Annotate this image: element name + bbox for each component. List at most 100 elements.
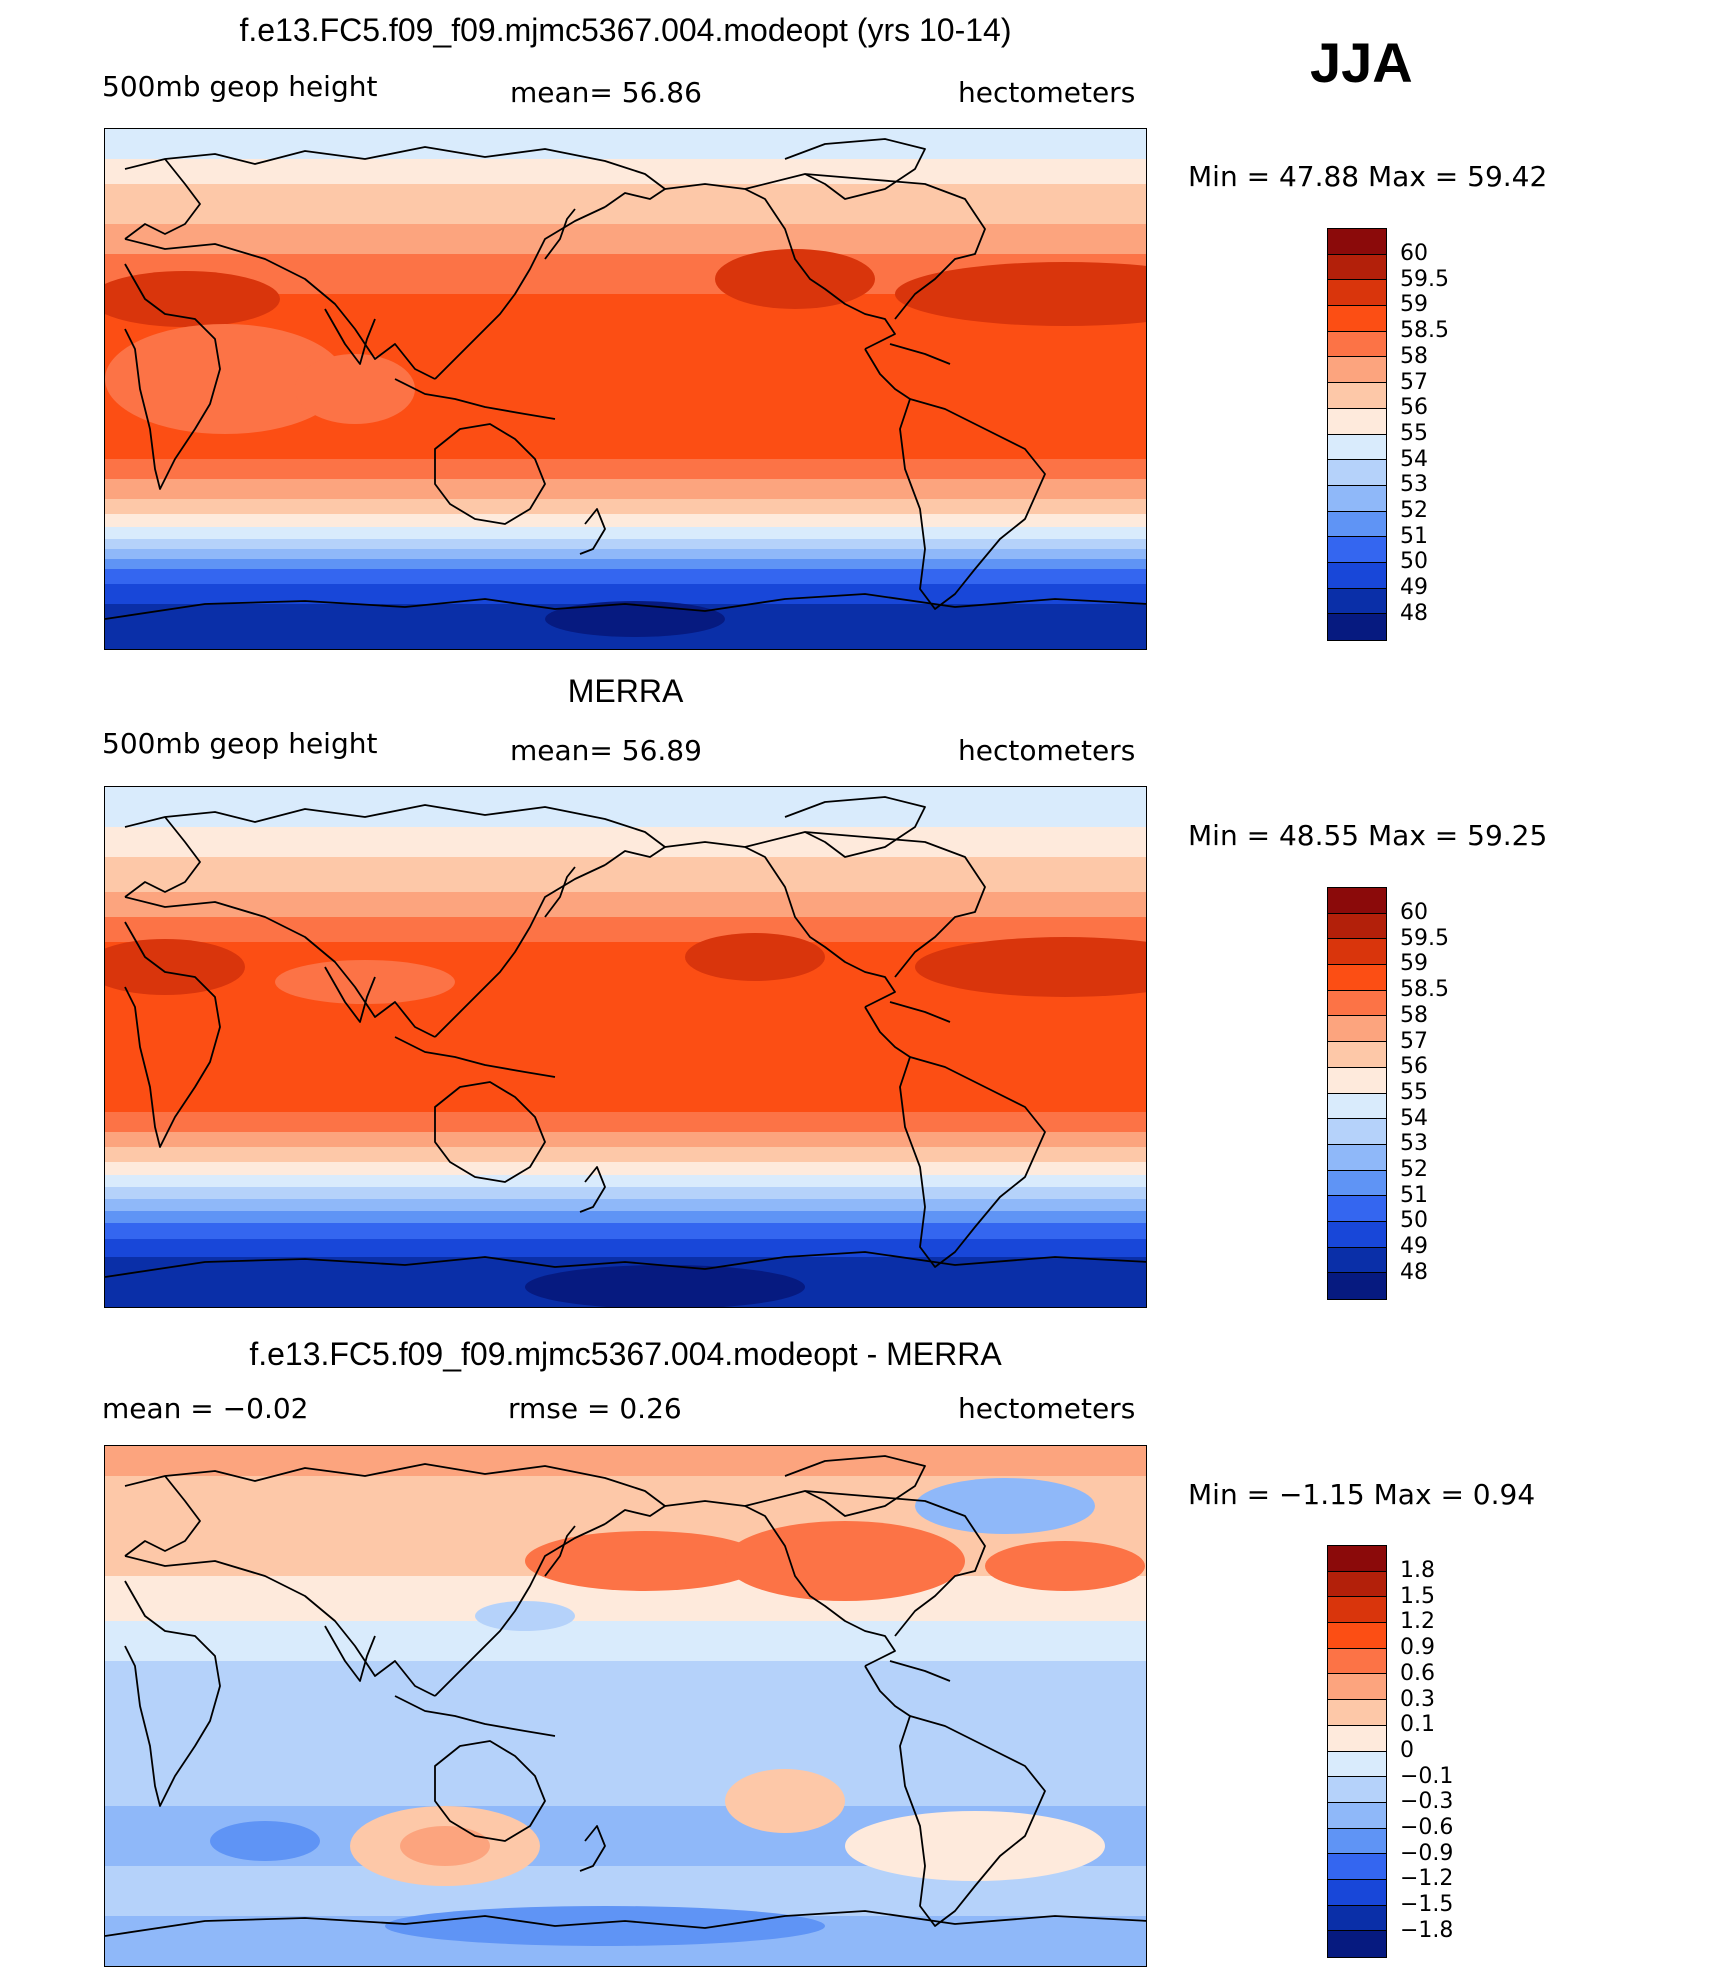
colorbar-tick-label: 59 bbox=[1400, 951, 1428, 977]
colorbar-box bbox=[1328, 1905, 1386, 1932]
colorbar-tick-label: 60 bbox=[1400, 900, 1428, 925]
panel-2-variable-label: 500mb geop height bbox=[102, 727, 378, 760]
panel-3-units-label: hectometers bbox=[958, 1392, 1136, 1425]
colorbar-box bbox=[1328, 1119, 1386, 1145]
colorbar-box bbox=[1328, 1571, 1386, 1598]
colorbar-box bbox=[1328, 1777, 1386, 1803]
colorbar-tick-label: 48 bbox=[1400, 1259, 1428, 1285]
colorbar-tick-label: 53 bbox=[1400, 472, 1428, 498]
colorbar-tick-label: 0 bbox=[1400, 1737, 1414, 1763]
colorbar-tick-label: 51 bbox=[1400, 1182, 1428, 1208]
colorbar-tick-label: 52 bbox=[1400, 1157, 1428, 1183]
colorbar-tick-label: −0.9 bbox=[1400, 1840, 1454, 1866]
colorbar-box bbox=[1328, 913, 1386, 940]
panel-2-title: MERRA bbox=[567, 673, 684, 709]
colorbar-box bbox=[1328, 1170, 1386, 1197]
colorbar-tick-label: 58 bbox=[1400, 343, 1428, 369]
colorbar-box bbox=[1328, 1067, 1386, 1094]
panel-3-title: f.e13.FC5.f09_f09.mjmc5367.004.modeopt -… bbox=[249, 1336, 1002, 1372]
colorbar-tick-label: −1.8 bbox=[1400, 1917, 1454, 1943]
colorbar-box bbox=[1328, 357, 1386, 384]
colorbar-box bbox=[1328, 254, 1386, 281]
colorbar-box bbox=[1328, 1854, 1386, 1880]
colorbar-box bbox=[1328, 1221, 1386, 1248]
colorbar-tick-label: 54 bbox=[1400, 1105, 1428, 1131]
colorbar-box bbox=[1328, 990, 1386, 1017]
panel-2-units-label: hectometers bbox=[958, 734, 1136, 767]
panel-1-title: f.e13.FC5.f09_f09.mjmc5367.004.modeopt (… bbox=[239, 12, 1012, 48]
colorbar-tick-label: 58.5 bbox=[1400, 318, 1449, 344]
colorbar-box bbox=[1328, 229, 1386, 255]
colorbar-box bbox=[1328, 1042, 1386, 1068]
colorbar-tick-label: −1.2 bbox=[1400, 1866, 1454, 1892]
colorbar-box bbox=[1328, 1725, 1386, 1752]
colorbar-tick-label: 55 bbox=[1400, 420, 1428, 446]
colorbar-box bbox=[1328, 280, 1386, 307]
colorbar-tick-label: 53 bbox=[1400, 1131, 1428, 1157]
colorbar-box bbox=[1328, 460, 1386, 486]
panel-3-rmse-label: rmse = 0.26 bbox=[508, 1392, 682, 1425]
colorbar-box bbox=[1328, 939, 1386, 966]
colorbar-tick-label: 57 bbox=[1400, 1028, 1428, 1054]
colorbar-tick-label: 58.5 bbox=[1400, 977, 1449, 1003]
colorbar-tick-label: −0.3 bbox=[1400, 1789, 1454, 1815]
colorbar-tick-label: 50 bbox=[1400, 549, 1428, 575]
colorbar-box bbox=[1328, 1648, 1386, 1675]
colorbar-tick-label: 55 bbox=[1400, 1079, 1428, 1105]
panel-2-min-max: Min = 48.55 Max = 59.25 bbox=[1188, 819, 1548, 852]
colorbar-box bbox=[1328, 537, 1386, 563]
colorbar-box bbox=[1328, 1144, 1386, 1171]
colorbar-box bbox=[1328, 408, 1386, 435]
colorbar-tick-label: 59.5 bbox=[1400, 925, 1449, 951]
colorbar-tick-label: 0.3 bbox=[1400, 1686, 1435, 1712]
panel-1-map bbox=[104, 128, 1147, 650]
colorbar-box bbox=[1328, 888, 1386, 914]
colorbar-tick-label: 0.1 bbox=[1400, 1712, 1435, 1738]
colorbar-tick-label: 54 bbox=[1400, 446, 1428, 472]
colorbar-tick-label: 59 bbox=[1400, 292, 1428, 318]
panel-1-mean-label: mean= 56.86 bbox=[510, 76, 702, 109]
panel-3-colorbar bbox=[1327, 1545, 1387, 1958]
panel-2-colorbar bbox=[1327, 887, 1387, 1300]
panel-1-variable-label: 500mb geop height bbox=[102, 70, 378, 103]
colorbar-box bbox=[1328, 1093, 1386, 1120]
colorbar-tick-label: 1.5 bbox=[1400, 1583, 1435, 1609]
colorbar-tick-label: 49 bbox=[1400, 1234, 1428, 1260]
colorbar-tick-label: 59.5 bbox=[1400, 266, 1449, 292]
panel-2-mean-label: mean= 56.89 bbox=[510, 734, 702, 767]
colorbar-box bbox=[1328, 434, 1386, 461]
panel-3-map bbox=[104, 1445, 1147, 1967]
colorbar-box bbox=[1328, 1247, 1386, 1274]
colorbar-box bbox=[1328, 562, 1386, 589]
colorbar-tick-label: 1.8 bbox=[1400, 1558, 1435, 1583]
colorbar-box bbox=[1328, 1802, 1386, 1829]
colorbar-tick-label: 51 bbox=[1400, 523, 1428, 549]
colorbar-box bbox=[1328, 965, 1386, 991]
panel-1-units-label: hectometers bbox=[958, 76, 1136, 109]
colorbar-tick-label: 58 bbox=[1400, 1002, 1428, 1028]
colorbar-box bbox=[1328, 1751, 1386, 1778]
colorbar-box bbox=[1328, 588, 1386, 615]
panel-1-colorbar bbox=[1327, 228, 1387, 641]
colorbar-tick-label: 56 bbox=[1400, 1054, 1428, 1080]
colorbar-box bbox=[1328, 1273, 1386, 1299]
colorbar-box bbox=[1328, 1879, 1386, 1906]
colorbar-box bbox=[1328, 306, 1386, 332]
panel-3-min-max: Min = −1.15 Max = 0.94 bbox=[1188, 1478, 1536, 1511]
panel-1-min-max: Min = 47.88 Max = 59.42 bbox=[1188, 160, 1548, 193]
colorbar-box bbox=[1328, 1674, 1386, 1701]
colorbar-box bbox=[1328, 1828, 1386, 1855]
colorbar-tick-label: 49 bbox=[1400, 575, 1428, 601]
colorbar-box bbox=[1328, 1597, 1386, 1624]
colorbar-tick-label: −0.1 bbox=[1400, 1763, 1454, 1789]
panel-3-colorbar-labels: 1.8 1.5 1.2 0.9 0.6 0.3 0.1 0 −0.1 −0.3 −0.6 −0.9 −1… bbox=[1400, 1558, 1453, 1944]
colorbar-tick-label: 1.2 bbox=[1400, 1609, 1435, 1635]
colorbar-box bbox=[1328, 511, 1386, 538]
colorbar-tick-label: 50 bbox=[1400, 1208, 1428, 1234]
colorbar-box bbox=[1328, 1196, 1386, 1222]
colorbar-tick-label: 52 bbox=[1400, 498, 1428, 524]
colorbar-box bbox=[1328, 614, 1386, 640]
colorbar-tick-label: 0.6 bbox=[1400, 1660, 1435, 1686]
colorbar-box bbox=[1328, 1016, 1386, 1043]
colorbar-box bbox=[1328, 383, 1386, 409]
